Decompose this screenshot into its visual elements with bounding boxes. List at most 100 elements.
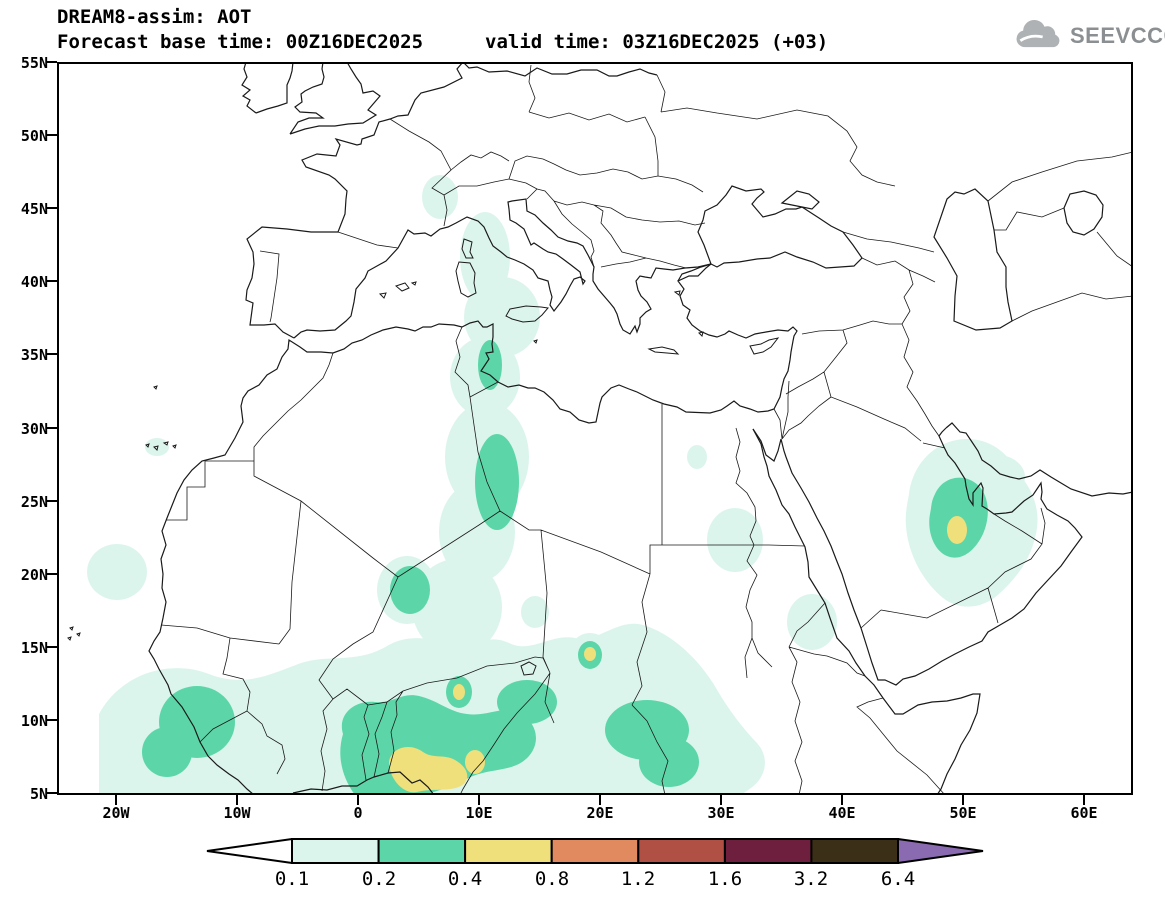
- y-tick-label: 40N: [20, 273, 48, 291]
- y-tick-label: 20N: [20, 566, 48, 584]
- aot-region: [465, 750, 485, 774]
- y-tick-mark: [47, 646, 57, 648]
- colorbar-segment: [637, 838, 726, 864]
- y-tick-mark: [47, 573, 57, 575]
- coastline-sinai: [752, 428, 782, 462]
- y-tick-label: 25N: [20, 493, 48, 511]
- aot-region: [390, 566, 430, 614]
- y-tick-label: 50N: [20, 127, 48, 145]
- cloud-swoosh: [1019, 34, 1043, 42]
- lake-chad: [520, 661, 537, 676]
- aot-fill-level-0.4: [389, 516, 967, 793]
- coastline-arabia: [780, 427, 1083, 686]
- colorbar-left-arrow: [206, 838, 293, 864]
- aot-region: [584, 647, 596, 661]
- aot-region: [464, 277, 540, 357]
- map-canvas: [57, 61, 1134, 796]
- coastline-caspian-sea: [933, 188, 1013, 331]
- colorbar-label: 3.2: [793, 868, 829, 890]
- coastline-turkey-levant-africa: [148, 263, 798, 796]
- colorbar-segment: [377, 838, 467, 864]
- x-tick-mark: [236, 795, 238, 805]
- aot-region: [947, 516, 967, 544]
- x-tick-label: 30E: [707, 804, 735, 822]
- y-tick-label: 15N: [20, 639, 48, 657]
- coastline-ireland: [241, 61, 294, 114]
- coastline-blacksea: [697, 185, 863, 269]
- page-subtitle: Forecast base time: 00Z16DEC2025 valid ti…: [57, 31, 828, 53]
- colorbar-label: 6.4: [880, 868, 916, 890]
- colorbar-label: 1.6: [707, 868, 743, 890]
- forecast-base-time: Forecast base time: 00Z16DEC2025: [57, 31, 424, 53]
- coastline-aral-sea: [1063, 190, 1104, 236]
- aot-region: [87, 544, 147, 600]
- x-tick-label: 10W: [223, 804, 251, 822]
- x-tick-mark: [115, 795, 117, 805]
- y-tick-mark: [47, 719, 57, 721]
- coastline-britain: [289, 61, 381, 135]
- y-tick-label: 45N: [20, 200, 48, 218]
- aot-region: [687, 445, 707, 469]
- y-tick-mark: [47, 500, 57, 502]
- aot-region: [422, 175, 458, 219]
- coastline-marmara-north: [677, 263, 712, 282]
- cloud-icon: [1016, 20, 1060, 48]
- x-tick-mark: [478, 795, 480, 805]
- aot-region: [787, 594, 837, 650]
- colorbar-segment: [550, 838, 640, 864]
- coastline-mediterranean-north: [293, 198, 712, 339]
- islands: [67, 238, 780, 641]
- y-tick-mark: [47, 353, 57, 355]
- x-tick-mark: [841, 795, 843, 805]
- y-tick-mark: [47, 427, 57, 429]
- colorbar: [206, 838, 984, 864]
- x-tick-label: 50E: [949, 804, 977, 822]
- x-tick-label: 20W: [102, 804, 130, 822]
- y-tick-mark: [47, 61, 57, 63]
- colorbar-label: 1.2: [620, 868, 656, 890]
- colorbar-segment: [723, 838, 813, 864]
- x-tick-mark: [1083, 795, 1085, 805]
- colorbar-segment: [291, 838, 380, 864]
- colorbar-label: 0.2: [361, 868, 397, 890]
- y-tick-label: 30N: [20, 420, 48, 438]
- colorbar-label: 0.1: [274, 868, 310, 890]
- aot-region: [142, 727, 192, 777]
- colorbar-label: 0.8: [534, 868, 570, 890]
- x-tick-label: 0: [353, 804, 363, 822]
- map-plot-area: [57, 61, 1134, 796]
- aot-region: [453, 684, 465, 700]
- aot-fill-level-0.1: [87, 175, 1038, 795]
- x-tick-mark: [357, 795, 359, 805]
- coastline-persian-gulf-iran: [945, 422, 1134, 497]
- y-tick-label: 55N: [20, 54, 48, 72]
- valid-time: valid time: 03Z16DEC2025 (+03): [485, 31, 829, 53]
- aot-region: [707, 508, 763, 572]
- map-lines: [67, 61, 1134, 796]
- nile-river: [735, 427, 773, 679]
- coastline-redsea-africa-horn: [752, 428, 981, 796]
- colorbar-segment: [810, 838, 900, 864]
- x-tick-label: 40E: [828, 804, 856, 822]
- map-frame: [57, 62, 1133, 795]
- logo-text: SEEVCCC: [1070, 23, 1165, 48]
- y-tick-mark: [47, 207, 57, 209]
- y-tick-mark: [47, 134, 57, 136]
- aot-region: [639, 737, 699, 787]
- x-tick-label: 20E: [586, 804, 614, 822]
- aot-region: [145, 438, 169, 456]
- page-title: DREAM8-assim: AOT: [57, 6, 252, 28]
- x-tick-label: 10E: [465, 804, 493, 822]
- coastline-baltic-hint: [462, 61, 658, 77]
- y-tick-mark: [47, 280, 57, 282]
- colorbar-label: 0.4: [447, 868, 483, 890]
- y-tick-label: 10N: [20, 712, 48, 730]
- y-tick-mark: [47, 792, 57, 794]
- aot-region: [521, 596, 549, 628]
- aot-region-sahel-max: [389, 747, 468, 793]
- aot-region: [478, 340, 502, 390]
- cloud-shape: [1016, 20, 1060, 48]
- borders-europe-middleeast: [259, 64, 1134, 629]
- coastline-sea-of-azov: [780, 190, 820, 210]
